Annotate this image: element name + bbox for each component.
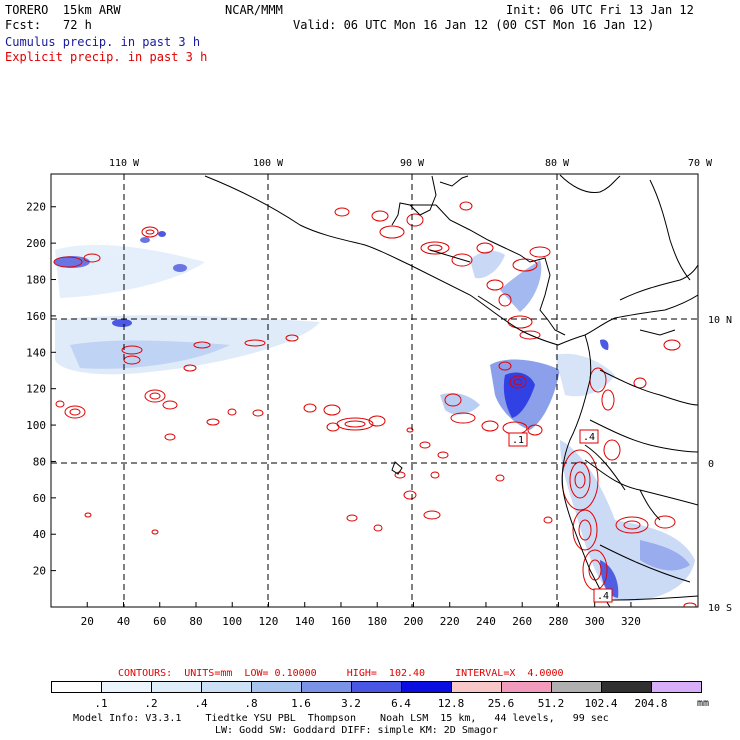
colorbar-cell (601, 681, 652, 693)
colorbar-label: .1 (94, 697, 108, 710)
max-label: .4 (597, 591, 609, 602)
colorbar-label: 6.4 (391, 697, 411, 710)
y-tick-label: 160 (26, 310, 46, 323)
lon-label: 110 W (109, 158, 140, 169)
x-tick-label: 300 (585, 615, 605, 628)
init-time: Init: 06 UTC Fri 13 Jan 12 (506, 3, 694, 17)
colorbar-label: 3.2 (341, 697, 361, 710)
y-tick-label: 120 (26, 383, 46, 396)
y-tick-label: 60 (33, 492, 46, 505)
y-tick-label: 180 (26, 274, 46, 287)
colorbar-unit: mm (697, 698, 710, 709)
colorbar-label: 25.6 (487, 697, 515, 710)
y-tick-label: 40 (33, 528, 46, 541)
valid-time: Valid: 06 UTC Mon 16 Jan 12 (00 CST Mon … (293, 18, 655, 32)
colorbar-label: 51.2 (537, 697, 565, 710)
x-tick-label: 100 (222, 615, 242, 628)
colorbar-label: .2 (144, 697, 158, 710)
max-label: .4 (583, 432, 595, 443)
cumulus-field-label: Cumulus precip. in past 3 h (5, 35, 201, 49)
colorbar-cell (201, 681, 252, 693)
x-tick-label: 120 (259, 615, 279, 628)
x-tick-label: 220 (440, 615, 460, 628)
y-tick-label: 200 (26, 237, 46, 250)
map-frame (50, 173, 699, 608)
colorbar-cell (451, 681, 502, 693)
colorbar-label: 204.8 (634, 697, 668, 710)
forecast-hours: 72 h (63, 18, 92, 32)
org-label: NCAR/MMM (225, 3, 283, 17)
lat-lon-grid (51, 174, 698, 607)
x-tick-label: 160 (331, 615, 351, 628)
y-tick-label: 220 (26, 201, 46, 214)
colorbar-cell (651, 681, 702, 693)
lon-label: 80 W (545, 158, 570, 169)
x-tick-label: 280 (549, 615, 569, 628)
colorbar-cell (51, 681, 102, 693)
colorbar-cell (401, 681, 452, 693)
x-tick-label: 240 (476, 615, 496, 628)
colorbar-cell (351, 681, 402, 693)
forecast-label: Fcst: (5, 18, 42, 32)
x-tick-label: 140 (295, 615, 315, 628)
physics-info: LW: Godd SW: Goddard DIFF: simple KM: 2D… (215, 725, 498, 736)
x-tick-label: 320 (621, 615, 641, 628)
lon-label: 100 W (253, 158, 284, 169)
max-label: .1 (512, 435, 524, 446)
colorbar-cell (151, 681, 202, 693)
colorbar-label: .8 (244, 697, 258, 710)
explicit-precip-contours (53, 201, 697, 607)
y-tick-label: 80 (33, 455, 46, 468)
x-tick-label: 260 (512, 615, 532, 628)
colorbar-cell (101, 681, 152, 693)
contour-info: CONTOURS: UNITS=mm LOW= 0.10000 HIGH= 10… (118, 668, 564, 679)
colorbar-label: 12.8 (437, 697, 465, 710)
x-tick-label: 20 (81, 615, 94, 628)
model-title: TORERO 15km ARW (5, 3, 121, 17)
lon-label: 70 W (688, 158, 713, 169)
lat-label: 10 N (708, 315, 732, 326)
lat-label: 0 (708, 459, 714, 470)
colorbar-cell (251, 681, 302, 693)
colorbar-cell (301, 681, 352, 693)
model-info: Model Info: V3.3.1 Tiedtke YSU PBL Thomp… (73, 713, 609, 724)
x-tick-label: 200 (404, 615, 424, 628)
lat-label: 10 S (708, 603, 732, 614)
colorbar-cell (501, 681, 552, 693)
y-tick-label: 100 (26, 419, 46, 432)
y-tick-label: 20 (33, 565, 46, 578)
coastlines (204, 174, 698, 607)
colorbar-label: .4 (194, 697, 208, 710)
colorbar-label: 102.4 (584, 697, 618, 710)
y-tick-label: 140 (26, 346, 46, 359)
colorbar-cell (551, 681, 602, 693)
x-tick-label: 80 (189, 615, 202, 628)
x-tick-label: 60 (153, 615, 166, 628)
explicit-field-label: Explicit precip. in past 3 h (5, 50, 208, 64)
colorbar-label: 1.6 (291, 697, 311, 710)
lon-label: 90 W (400, 158, 425, 169)
max-label-boxes (508, 429, 613, 603)
x-tick-label: 40 (117, 615, 130, 628)
x-tick-label: 180 (367, 615, 387, 628)
